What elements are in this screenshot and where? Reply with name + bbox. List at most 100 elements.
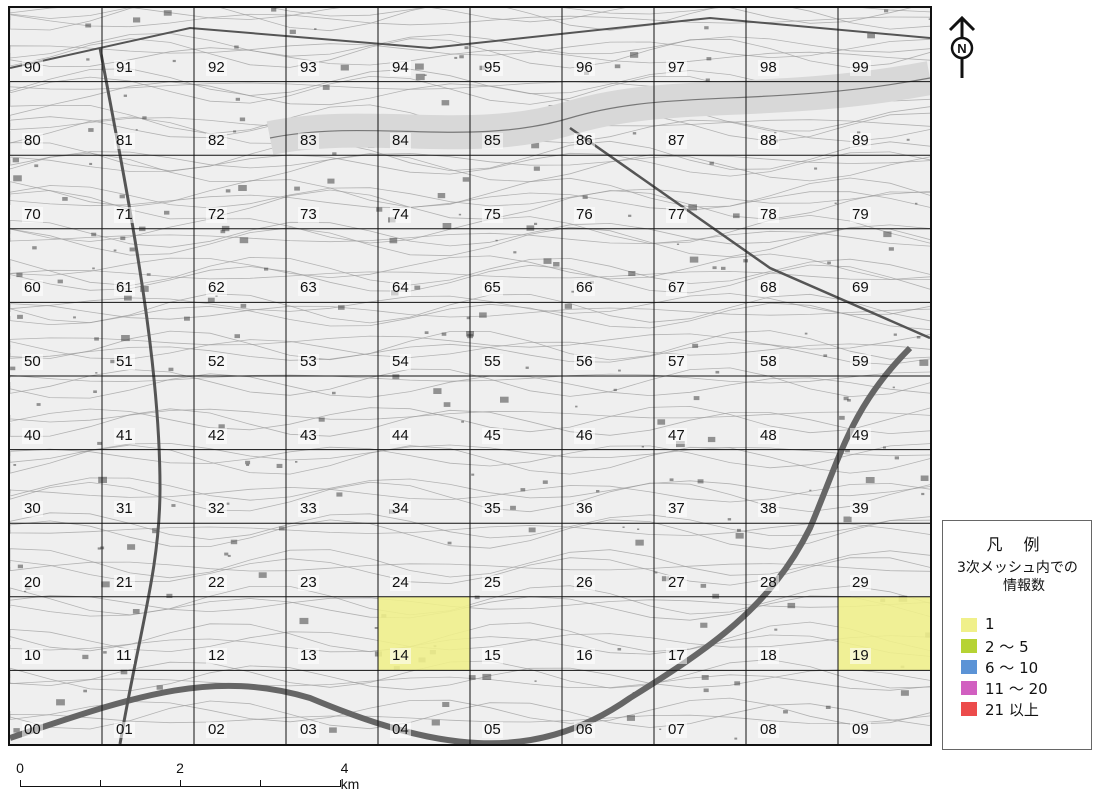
contour-line: [10, 443, 930, 469]
mesh-cell-label: 44: [390, 426, 411, 444]
building: [234, 334, 240, 339]
mesh-cell-label: 63: [298, 279, 319, 297]
building: [906, 138, 910, 141]
building: [700, 583, 707, 588]
building: [13, 175, 22, 182]
mesh-cell-label: 39: [850, 500, 871, 518]
building: [737, 528, 741, 532]
highway: [10, 345, 913, 744]
contour-line: [10, 151, 930, 177]
mesh-cell-label: 04: [390, 721, 411, 738]
mesh-cell-label: 91: [114, 58, 135, 76]
contour-line: [10, 482, 930, 503]
legend-swatch: [961, 618, 977, 632]
mesh-cell-label: 43: [298, 426, 319, 444]
topographic-map[interactable]: 90 91 92 93 94 95 96 97 98 99 80 81 82 83 84 85 86 87 88 89…: [8, 6, 932, 746]
mesh-cell-label: 33: [298, 500, 319, 518]
mesh-cell-label: 18: [758, 647, 779, 665]
building: [135, 129, 138, 131]
mesh-cell-label: 88: [758, 132, 779, 150]
mesh-cell-label: 98: [758, 58, 779, 76]
building: [534, 222, 538, 225]
mesh-cell-label: 51: [114, 353, 135, 370]
building: [225, 189, 231, 193]
mesh-cell-label: 93: [298, 58, 319, 76]
mesh-cell-label: 37: [666, 500, 687, 518]
building: [809, 489, 812, 492]
building: [227, 554, 231, 557]
mesh-cell-label: 71: [114, 205, 135, 223]
mesh-cell-label: 57: [666, 353, 687, 370]
building: [168, 367, 174, 372]
building: [142, 116, 147, 120]
building: [659, 728, 662, 730]
contour-line: [10, 8, 930, 32]
mesh-cell-label: 13: [298, 647, 319, 665]
building: [513, 251, 517, 254]
mesh-cell-label: 09: [850, 721, 871, 738]
building: [459, 55, 464, 59]
building: [661, 576, 670, 582]
building: [276, 463, 283, 468]
building: [669, 478, 674, 482]
building: [164, 210, 170, 215]
map-terrain: [10, 8, 930, 744]
building: [271, 8, 277, 12]
building: [240, 303, 247, 308]
building: [238, 185, 247, 191]
building: [474, 595, 480, 600]
building: [88, 128, 94, 132]
building: [458, 213, 462, 216]
contour-line: [10, 32, 930, 59]
mesh-cell-label: 46: [574, 426, 595, 444]
building: [727, 518, 732, 521]
mesh-cell-label: 74: [390, 205, 411, 223]
building: [207, 297, 215, 303]
building: [163, 10, 172, 16]
building: [533, 166, 540, 171]
building: [628, 214, 632, 217]
contour-line: [10, 674, 930, 691]
building: [575, 405, 578, 408]
building: [86, 58, 90, 61]
contour-line: [10, 442, 930, 463]
building: [919, 359, 929, 366]
building: [734, 681, 741, 686]
mesh-cell-label: 56: [574, 353, 595, 370]
mesh-cell-label: 38: [758, 500, 779, 518]
river: [266, 61, 930, 155]
building: [329, 727, 337, 733]
building: [715, 370, 720, 374]
building: [103, 651, 107, 654]
building: [617, 648, 622, 651]
mesh-cell-label: 69: [850, 279, 871, 297]
building: [340, 64, 349, 71]
building: [462, 177, 470, 182]
mesh-cell-label: 26: [574, 573, 595, 591]
contour-line: [10, 371, 930, 384]
building: [637, 528, 640, 530]
legend-swatch: [961, 660, 977, 674]
building: [542, 480, 548, 484]
building: [230, 539, 238, 545]
building: [635, 539, 644, 546]
building: [332, 391, 336, 395]
building: [510, 505, 516, 510]
mesh-cell-label: 20: [22, 573, 43, 591]
building: [431, 719, 440, 726]
scale-tick: [260, 780, 261, 787]
building: [626, 715, 635, 721]
building: [888, 247, 894, 251]
mesh-cell-label: 62: [206, 279, 227, 297]
mesh-cell-label: 02: [206, 721, 227, 738]
building: [706, 57, 712, 61]
road: [10, 16, 930, 69]
building: [915, 202, 918, 205]
legend-label: 2 ～ 5: [985, 638, 1029, 656]
mesh-cell-label: 68: [758, 279, 779, 297]
building: [622, 526, 625, 528]
building: [332, 152, 337, 156]
mesh-cell-label: 61: [114, 279, 135, 297]
building: [184, 316, 190, 321]
mesh-cell-label: 41: [114, 426, 135, 444]
